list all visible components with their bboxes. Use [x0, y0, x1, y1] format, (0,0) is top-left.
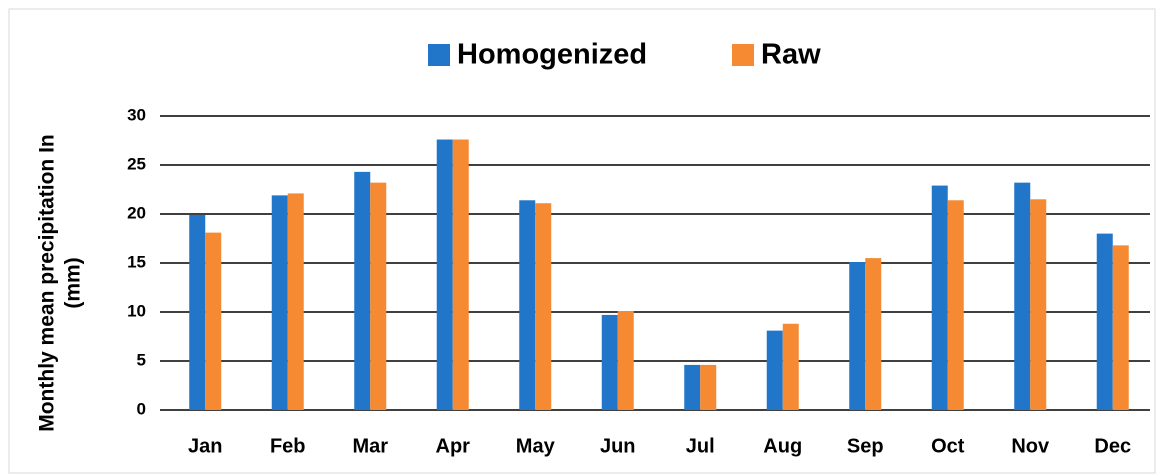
bar	[519, 200, 536, 410]
y-tick-label: 5	[137, 350, 146, 369]
y-tick-label: 25	[127, 154, 146, 173]
chart-border	[8, 8, 1156, 474]
x-tick-label: Dec	[1094, 435, 1131, 457]
y-tick-label: 0	[137, 399, 146, 418]
x-tick-label: Sep	[847, 435, 884, 457]
bar	[271, 195, 288, 410]
bar	[931, 185, 948, 410]
x-tick-label: Jul	[686, 435, 715, 457]
x-tick-label: Oct	[931, 435, 965, 457]
bar	[287, 193, 304, 410]
y-tick-label: 10	[127, 301, 146, 320]
x-tick-label: Mar	[352, 435, 388, 457]
x-tick-label: Aug	[763, 435, 802, 457]
bar	[700, 364, 717, 410]
bar	[865, 258, 882, 410]
bar	[1014, 182, 1031, 410]
legend-label: Homogenized	[457, 39, 647, 71]
bar	[1096, 233, 1113, 410]
x-tick-label: Jan	[188, 435, 222, 457]
y-tick-label: 15	[127, 252, 146, 271]
x-tick-label: Apr	[436, 435, 471, 457]
x-tick-label: Feb	[270, 435, 306, 457]
x-tick-label: May	[516, 435, 556, 457]
bar	[354, 171, 371, 410]
bar	[370, 182, 387, 410]
x-tick-label: Jun	[600, 435, 636, 457]
bar	[452, 139, 469, 410]
y-axis-label: (mm)	[62, 257, 85, 308]
bar	[782, 323, 799, 410]
bar	[535, 203, 552, 410]
bar	[436, 139, 453, 410]
legend-swatch	[428, 44, 450, 66]
bar	[1112, 245, 1129, 410]
bar	[617, 311, 634, 410]
x-tick-label: Nov	[1011, 435, 1050, 457]
bar	[601, 314, 618, 410]
legend-label: Raw	[761, 39, 821, 71]
bar	[1030, 199, 1047, 410]
bar	[205, 232, 222, 410]
bar	[189, 214, 206, 410]
y-tick-label: 20	[127, 203, 146, 222]
bar	[766, 330, 783, 410]
bar	[947, 200, 964, 410]
bar	[684, 364, 701, 410]
legend-swatch	[732, 44, 754, 66]
y-tick-label: 30	[127, 105, 146, 124]
y-axis-label: Monthly mean precipitation In	[36, 134, 59, 432]
bar	[849, 262, 866, 410]
